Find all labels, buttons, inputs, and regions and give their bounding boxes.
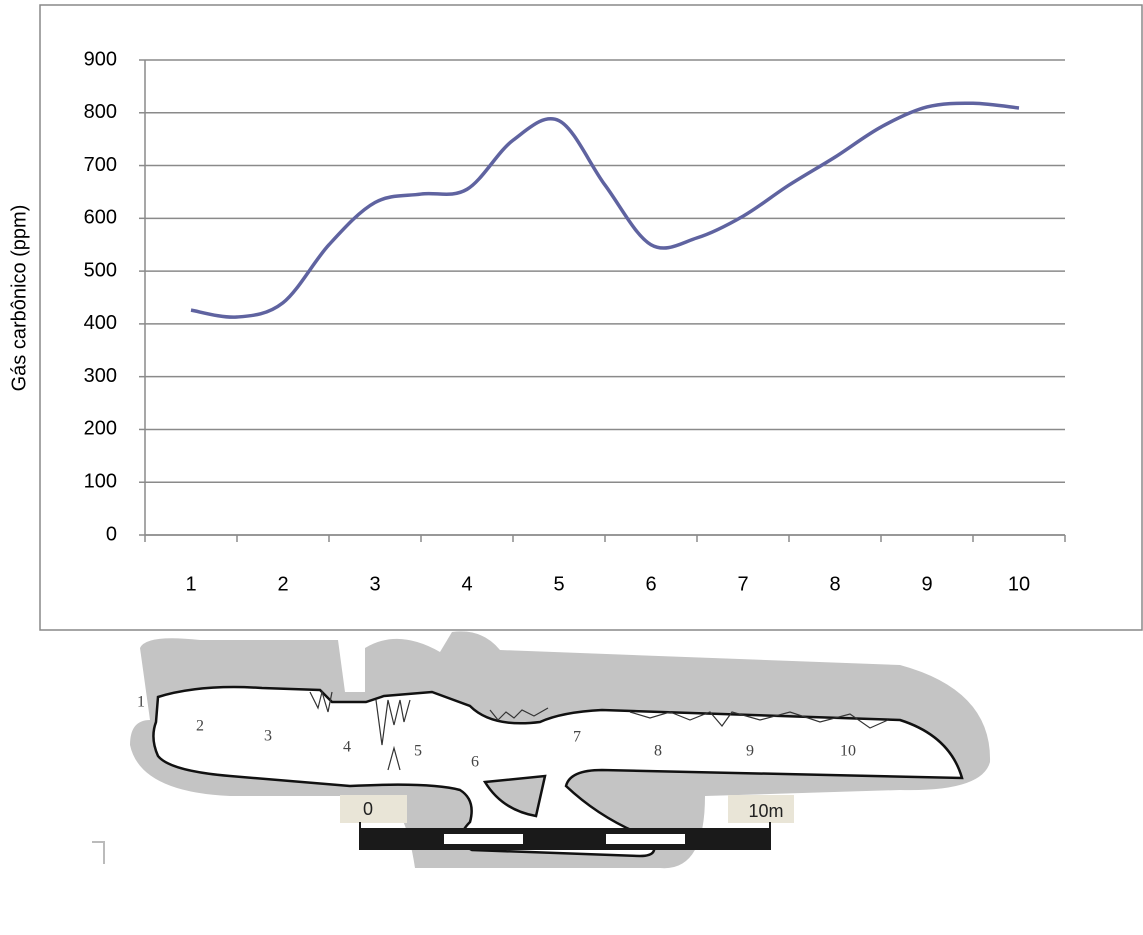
cave-number: 3 — [264, 728, 272, 745]
y-tick-label: 200 — [84, 418, 117, 440]
y-tick-label: 500 — [84, 259, 117, 281]
scale-segment — [444, 834, 523, 844]
y-tick-label: 800 — [84, 101, 117, 123]
x-tick-label: 7 — [737, 573, 748, 595]
cave-number: 10 — [840, 743, 856, 760]
cave-number: 7 — [573, 729, 581, 746]
x-tick-label: 9 — [921, 573, 932, 595]
page: {"chart_data": {"type": "line", "y_label… — [0, 0, 1143, 935]
x-tick-label: 6 — [645, 573, 656, 595]
corner-mark — [92, 842, 104, 864]
x-tick-label: 3 — [369, 573, 380, 595]
scale-segment — [606, 834, 685, 844]
cave-number: 6 — [471, 754, 479, 771]
cave-number: 1 — [137, 694, 145, 711]
scale-label: 0 — [363, 799, 373, 819]
x-tick-label: 2 — [277, 573, 288, 595]
y-tick-label: 700 — [84, 154, 117, 176]
y-tick-label: 900 — [84, 48, 117, 70]
x-tick-label: 1 — [185, 573, 196, 595]
x-tick-label: 4 — [461, 573, 472, 595]
cave-number: 4 — [343, 739, 351, 756]
scale-label: 10m — [748, 801, 783, 821]
cave-number: 8 — [654, 743, 662, 760]
x-tick-label: 8 — [829, 573, 840, 595]
cave-number: 5 — [414, 743, 422, 760]
cave-number: 2 — [196, 718, 204, 735]
y-tick-label: 400 — [84, 312, 117, 334]
y-tick-label: 0 — [106, 523, 117, 545]
y-axis-label: Gás carbônico (ppm) — [8, 205, 30, 392]
y-tick-label: 100 — [84, 471, 117, 493]
chart-frame — [40, 5, 1142, 630]
x-tick-label: 10 — [1008, 573, 1030, 595]
figure: Gás carbônico (ppm) 01002003004005006007… — [0, 0, 1143, 935]
scale-label-box — [340, 795, 407, 823]
scale-segment — [360, 828, 770, 850]
y-tick-label: 600 — [84, 207, 117, 229]
x-tick-label: 5 — [553, 573, 564, 595]
y-tick-label: 300 — [84, 365, 117, 387]
cave-number: 9 — [746, 743, 754, 760]
